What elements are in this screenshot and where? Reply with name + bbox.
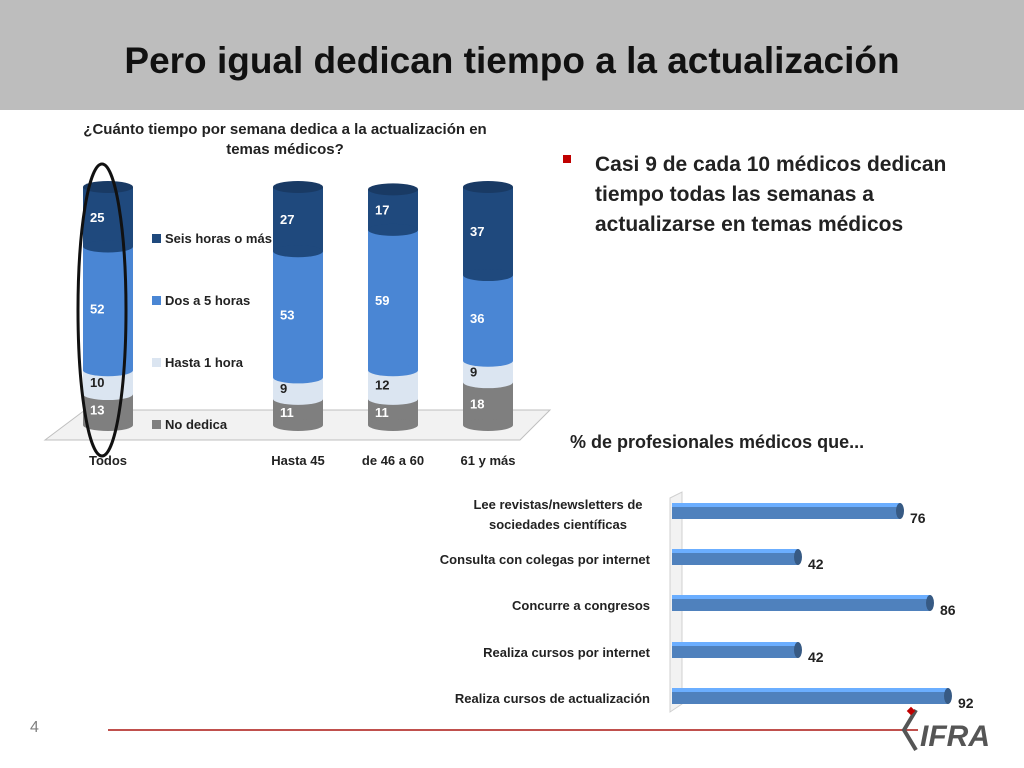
bar-segment-base <box>368 392 418 405</box>
data-label: 13 <box>90 403 104 418</box>
bar-top-cap <box>368 183 418 196</box>
category-label: Todos <box>89 453 127 468</box>
data-label: 36 <box>470 311 484 326</box>
category-label: 61 y más <box>461 453 516 468</box>
bar-segment-base <box>273 392 323 405</box>
footer-line <box>108 729 918 731</box>
data-label: 52 <box>90 301 104 316</box>
data-label: 11 <box>375 405 389 420</box>
header-band <box>0 0 1024 110</box>
bar-segment-base <box>273 371 323 384</box>
legend-label: No dedica <box>165 417 228 432</box>
bar-segment-dos-a-5-horas <box>463 275 513 361</box>
bar-segment-base <box>83 240 133 253</box>
category-label: Lee revistas/newsletters de sociedades ci… <box>473 497 642 532</box>
legend-swatch-hasta-1-hora <box>152 358 161 367</box>
bar-top-cap <box>273 181 323 193</box>
hbar-end-cap <box>944 688 952 704</box>
data-label: 37 <box>470 224 484 239</box>
page-number: 4 <box>30 719 39 736</box>
bar-top-cap <box>83 181 133 193</box>
bar-segment-base <box>368 223 418 236</box>
data-label: 9 <box>470 364 477 379</box>
hbar-end-cap <box>896 503 904 519</box>
bar-segment-hasta-1-hora <box>463 360 513 383</box>
bar-segment-no-dedica <box>463 382 513 425</box>
bar-segment-hasta-1-hora <box>83 370 133 395</box>
hbar-highlight <box>672 688 948 692</box>
data-label: 9 <box>280 381 287 396</box>
hbar-highlight <box>672 549 798 553</box>
slide-title: Pero igual dedican tiempo a la actualiza… <box>124 40 900 81</box>
stacked-bar-chart: 13 10 52 25 Todos 11 9 53 27 Hasta 45 11 12 59 17 de 4… <box>43 162 552 468</box>
data-label: 86 <box>940 602 956 618</box>
cifra-logo: IFRA <box>901 706 990 753</box>
bar-segment-base <box>463 354 513 367</box>
hbar-group-realiza-cursos-por-internet: 42 <box>672 642 824 665</box>
hbar-highlight <box>672 503 900 507</box>
data-label: 10 <box>90 375 104 390</box>
category-label: de 46 a 60 <box>362 453 424 468</box>
data-label: 76 <box>910 510 926 526</box>
hbar-end-cap <box>794 549 802 565</box>
hbar-group-realiza-cursos-de-actualizacion: 92 <box>672 688 974 711</box>
category-label: Realiza cursos por internet <box>483 645 651 660</box>
category-label: Consulta con colegas por internet <box>440 552 651 567</box>
legend-swatch-no-dedica <box>152 420 161 429</box>
horizontal-bar-chart: 76 Lee revistas/newsletters de sociedades … <box>440 491 974 713</box>
hbar-group-concurre-a-congresos: 86 <box>672 595 956 618</box>
data-label: 18 <box>470 397 484 412</box>
bar-segment-seis-horas-o-mas <box>273 187 323 252</box>
chart2-title: % de profesionales médicos que... <box>570 432 865 452</box>
bar-segment-seis-horas-o-mas <box>463 187 513 276</box>
legend-label: Dos a 5 horas <box>165 293 250 308</box>
data-label: 25 <box>90 210 104 225</box>
legend-swatch-seis-horas-o-mas <box>152 234 161 243</box>
data-label: 27 <box>280 212 294 227</box>
data-label: 59 <box>375 293 389 308</box>
data-label: 92 <box>958 695 974 711</box>
bar-top-cap <box>463 181 513 193</box>
highlight-ellipse <box>76 162 128 458</box>
hbar-end-cap <box>926 595 934 611</box>
bar-segment-base <box>463 419 513 431</box>
bar-group-de-46-a-60: 11 12 59 17 <box>368 183 418 431</box>
bar-group-61-y-mas: 18 9 36 37 <box>463 181 513 431</box>
chart1-title: ¿Cuánto tiempo por semana dedica a la ac… <box>83 121 487 158</box>
bullet-square-icon <box>563 155 571 163</box>
data-label: 12 <box>375 378 389 393</box>
bar-segment-base <box>273 419 323 431</box>
hbar-group-lee-revistas-newsletters-de-sociedades-c: 76 <box>672 503 926 526</box>
bar-segment-dos-a-5-horas <box>368 229 418 371</box>
bar-segment-hasta-1-hora <box>273 377 323 399</box>
bar-group-hasta-45: 11 9 53 27 <box>273 181 323 431</box>
category-label: Realiza cursos de actualización <box>455 691 650 706</box>
hbar-end-cap <box>794 642 802 658</box>
data-label: 17 <box>375 203 389 218</box>
data-label: 42 <box>808 556 824 572</box>
data-label: 42 <box>808 649 824 665</box>
bar-segment-base <box>463 269 513 282</box>
bar-segment-base <box>83 364 133 377</box>
bar-segment-base <box>273 245 323 258</box>
bar-segment-base <box>368 364 418 377</box>
category-label: Hasta 45 <box>271 453 324 468</box>
bar-segment-seis-horas-o-mas <box>368 189 418 230</box>
data-label: 11 <box>280 405 294 420</box>
bullet-text: Casi 9 de cada 10 médicos dedican tiempo… <box>595 153 947 236</box>
hbar-highlight <box>672 642 798 646</box>
category-label: Concurre a congresos <box>512 598 650 613</box>
bar-segment-dos-a-5-horas <box>273 251 323 378</box>
bar-segment-base <box>368 419 418 431</box>
legend-label: Seis horas o más <box>165 231 272 246</box>
data-label: 53 <box>280 307 294 322</box>
bar-segment-base <box>463 376 513 389</box>
hbar-highlight <box>672 595 930 599</box>
legend-swatch-dos-a-5-horas <box>152 296 161 305</box>
hbar-group-consulta-con-colegas-por-internet: 42 <box>672 549 824 572</box>
bar-segment-base <box>83 419 133 431</box>
svg-text:IFRA: IFRA <box>920 720 990 753</box>
bar-segment-seis-horas-o-mas <box>83 187 133 247</box>
legend-label: Hasta 1 hora <box>165 355 244 370</box>
